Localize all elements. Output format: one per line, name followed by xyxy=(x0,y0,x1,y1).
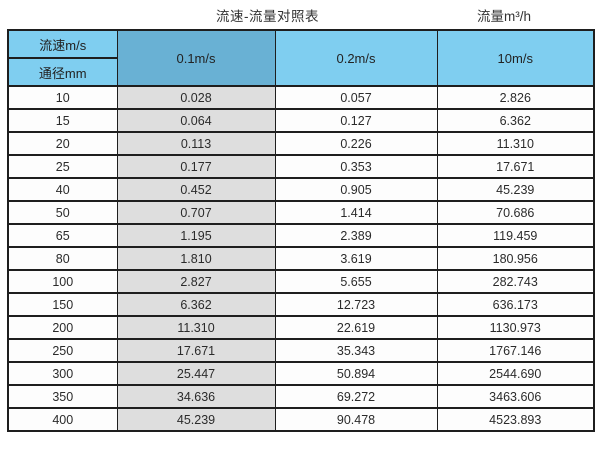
table-row: 400 45.239 90.478 4523.893 xyxy=(7,407,595,432)
page-title: 流速-流量对照表 xyxy=(216,9,319,24)
flow-value-cell: 50.894 xyxy=(274,361,438,386)
flow-value-cell: 1.414 xyxy=(274,200,438,225)
diameter-cell: 65 xyxy=(7,223,118,248)
table-row: 100 2.827 5.655 282.743 xyxy=(7,269,595,294)
flow-value-cell: 636.173 xyxy=(436,292,595,317)
flow-value-cell: 0.353 xyxy=(274,154,438,179)
flow-value-cell: 2.827 xyxy=(116,269,276,294)
flow-value-cell: 34.636 xyxy=(116,384,276,409)
flow-value-cell: 0.452 xyxy=(116,177,276,202)
flow-value-cell: 90.478 xyxy=(274,407,438,432)
table-row: 65 1.195 2.389 119.459 xyxy=(7,223,595,248)
diameter-cell: 400 xyxy=(7,407,118,432)
table-row: 200 11.310 22.619 1130.973 xyxy=(7,315,595,340)
table-row: 80 1.810 3.619 180.956 xyxy=(7,246,595,271)
flow-value-cell: 17.671 xyxy=(116,338,276,363)
flow-value-cell: 180.956 xyxy=(436,246,595,271)
flow-value-cell: 0.905 xyxy=(274,177,438,202)
flow-value-cell: 3.619 xyxy=(274,246,438,271)
flow-value-cell: 1.195 xyxy=(116,223,276,248)
table-row: 50 0.707 1.414 70.686 xyxy=(7,200,595,225)
page-header: 流速-流量对照表 流量m³/h xyxy=(0,0,600,29)
flow-value-cell: 1130.973 xyxy=(436,315,595,340)
diameter-cell: 20 xyxy=(7,131,118,156)
flow-value-cell: 0.057 xyxy=(274,85,438,110)
diameter-cell: 80 xyxy=(7,246,118,271)
table-row: 350 34.636 69.272 3463.606 xyxy=(7,384,595,409)
column-header-velocity-10: 10m/s xyxy=(436,29,595,87)
diameter-cell: 25 xyxy=(7,154,118,179)
flow-value-cell: 6.362 xyxy=(116,292,276,317)
flow-value-cell: 3463.606 xyxy=(436,384,595,409)
flow-value-cell: 6.362 xyxy=(436,108,595,133)
column-header-velocity-0-2: 0.2m/s xyxy=(274,29,438,87)
flow-value-cell: 45.239 xyxy=(116,407,276,432)
table-row: 150 6.362 12.723 636.173 xyxy=(7,292,595,317)
column-header-velocity-0-1: 0.1m/s xyxy=(116,29,276,87)
table-row: 10 0.028 0.057 2.826 xyxy=(7,85,595,110)
diameter-cell: 350 xyxy=(7,384,118,409)
diameter-cell: 100 xyxy=(7,269,118,294)
flow-value-cell: 0.028 xyxy=(116,85,276,110)
diameter-cell: 250 xyxy=(7,338,118,363)
flow-value-cell: 0.707 xyxy=(116,200,276,225)
diameter-cell: 10 xyxy=(7,85,118,110)
table-header: 流速m/s 0.1m/s 0.2m/s 10m/s 通径mm xyxy=(7,29,595,87)
table-row: 250 17.671 35.343 1767.146 xyxy=(7,338,595,363)
flow-value-cell: 17.671 xyxy=(436,154,595,179)
flow-unit-label: 流量m³/h xyxy=(477,9,531,24)
diameter-cell: 40 xyxy=(7,177,118,202)
flow-value-cell: 70.686 xyxy=(436,200,595,225)
flow-value-cell: 4523.893 xyxy=(436,407,595,432)
table-row: 15 0.064 0.127 6.362 xyxy=(7,108,595,133)
diameter-cell: 200 xyxy=(7,315,118,340)
corner-cell-diameter: 通径mm xyxy=(7,57,118,87)
flow-value-cell: 2544.690 xyxy=(436,361,595,386)
diameter-cell: 15 xyxy=(7,108,118,133)
table-row: 20 0.113 0.226 11.310 xyxy=(7,131,595,156)
flow-value-cell: 25.447 xyxy=(116,361,276,386)
corner-cell-velocity: 流速m/s xyxy=(7,29,118,59)
flow-value-cell: 1.810 xyxy=(116,246,276,271)
flow-value-cell: 35.343 xyxy=(274,338,438,363)
header-row-top: 流速m/s 0.1m/s 0.2m/s 10m/s xyxy=(7,29,595,87)
table-body: 10 0.028 0.057 2.826 15 0.064 0.127 6.362 20 0.11… xyxy=(7,85,595,432)
flow-value-cell: 2.826 xyxy=(436,85,595,110)
flow-value-cell: 45.239 xyxy=(436,177,595,202)
flow-value-cell: 0.064 xyxy=(116,108,276,133)
flow-value-cell: 1767.146 xyxy=(436,338,595,363)
flow-value-cell: 0.113 xyxy=(116,131,276,156)
diameter-cell: 150 xyxy=(7,292,118,317)
flow-value-cell: 22.619 xyxy=(274,315,438,340)
table-row: 40 0.452 0.905 45.239 xyxy=(7,177,595,202)
flow-value-cell: 282.743 xyxy=(436,269,595,294)
flow-value-cell: 0.177 xyxy=(116,154,276,179)
header-row-bottom: 通径mm xyxy=(7,57,594,87)
table-row: 25 0.177 0.353 17.671 xyxy=(7,154,595,179)
table-row: 300 25.447 50.894 2544.690 xyxy=(7,361,595,386)
flow-value-cell: 69.272 xyxy=(274,384,438,409)
flow-rate-table: 流速m/s 0.1m/s 0.2m/s 10m/s 通径mm 10 0.028 0.… xyxy=(7,29,595,432)
flow-value-cell: 12.723 xyxy=(274,292,438,317)
flow-value-cell: 119.459 xyxy=(436,223,595,248)
diameter-cell: 50 xyxy=(7,200,118,225)
flow-value-cell: 0.226 xyxy=(274,131,438,156)
diameter-cell: 300 xyxy=(7,361,118,386)
flow-value-cell: 2.389 xyxy=(274,223,438,248)
flow-value-cell: 11.310 xyxy=(116,315,276,340)
flow-value-cell: 5.655 xyxy=(274,269,438,294)
flow-value-cell: 11.310 xyxy=(436,131,595,156)
flow-value-cell: 0.127 xyxy=(274,108,438,133)
